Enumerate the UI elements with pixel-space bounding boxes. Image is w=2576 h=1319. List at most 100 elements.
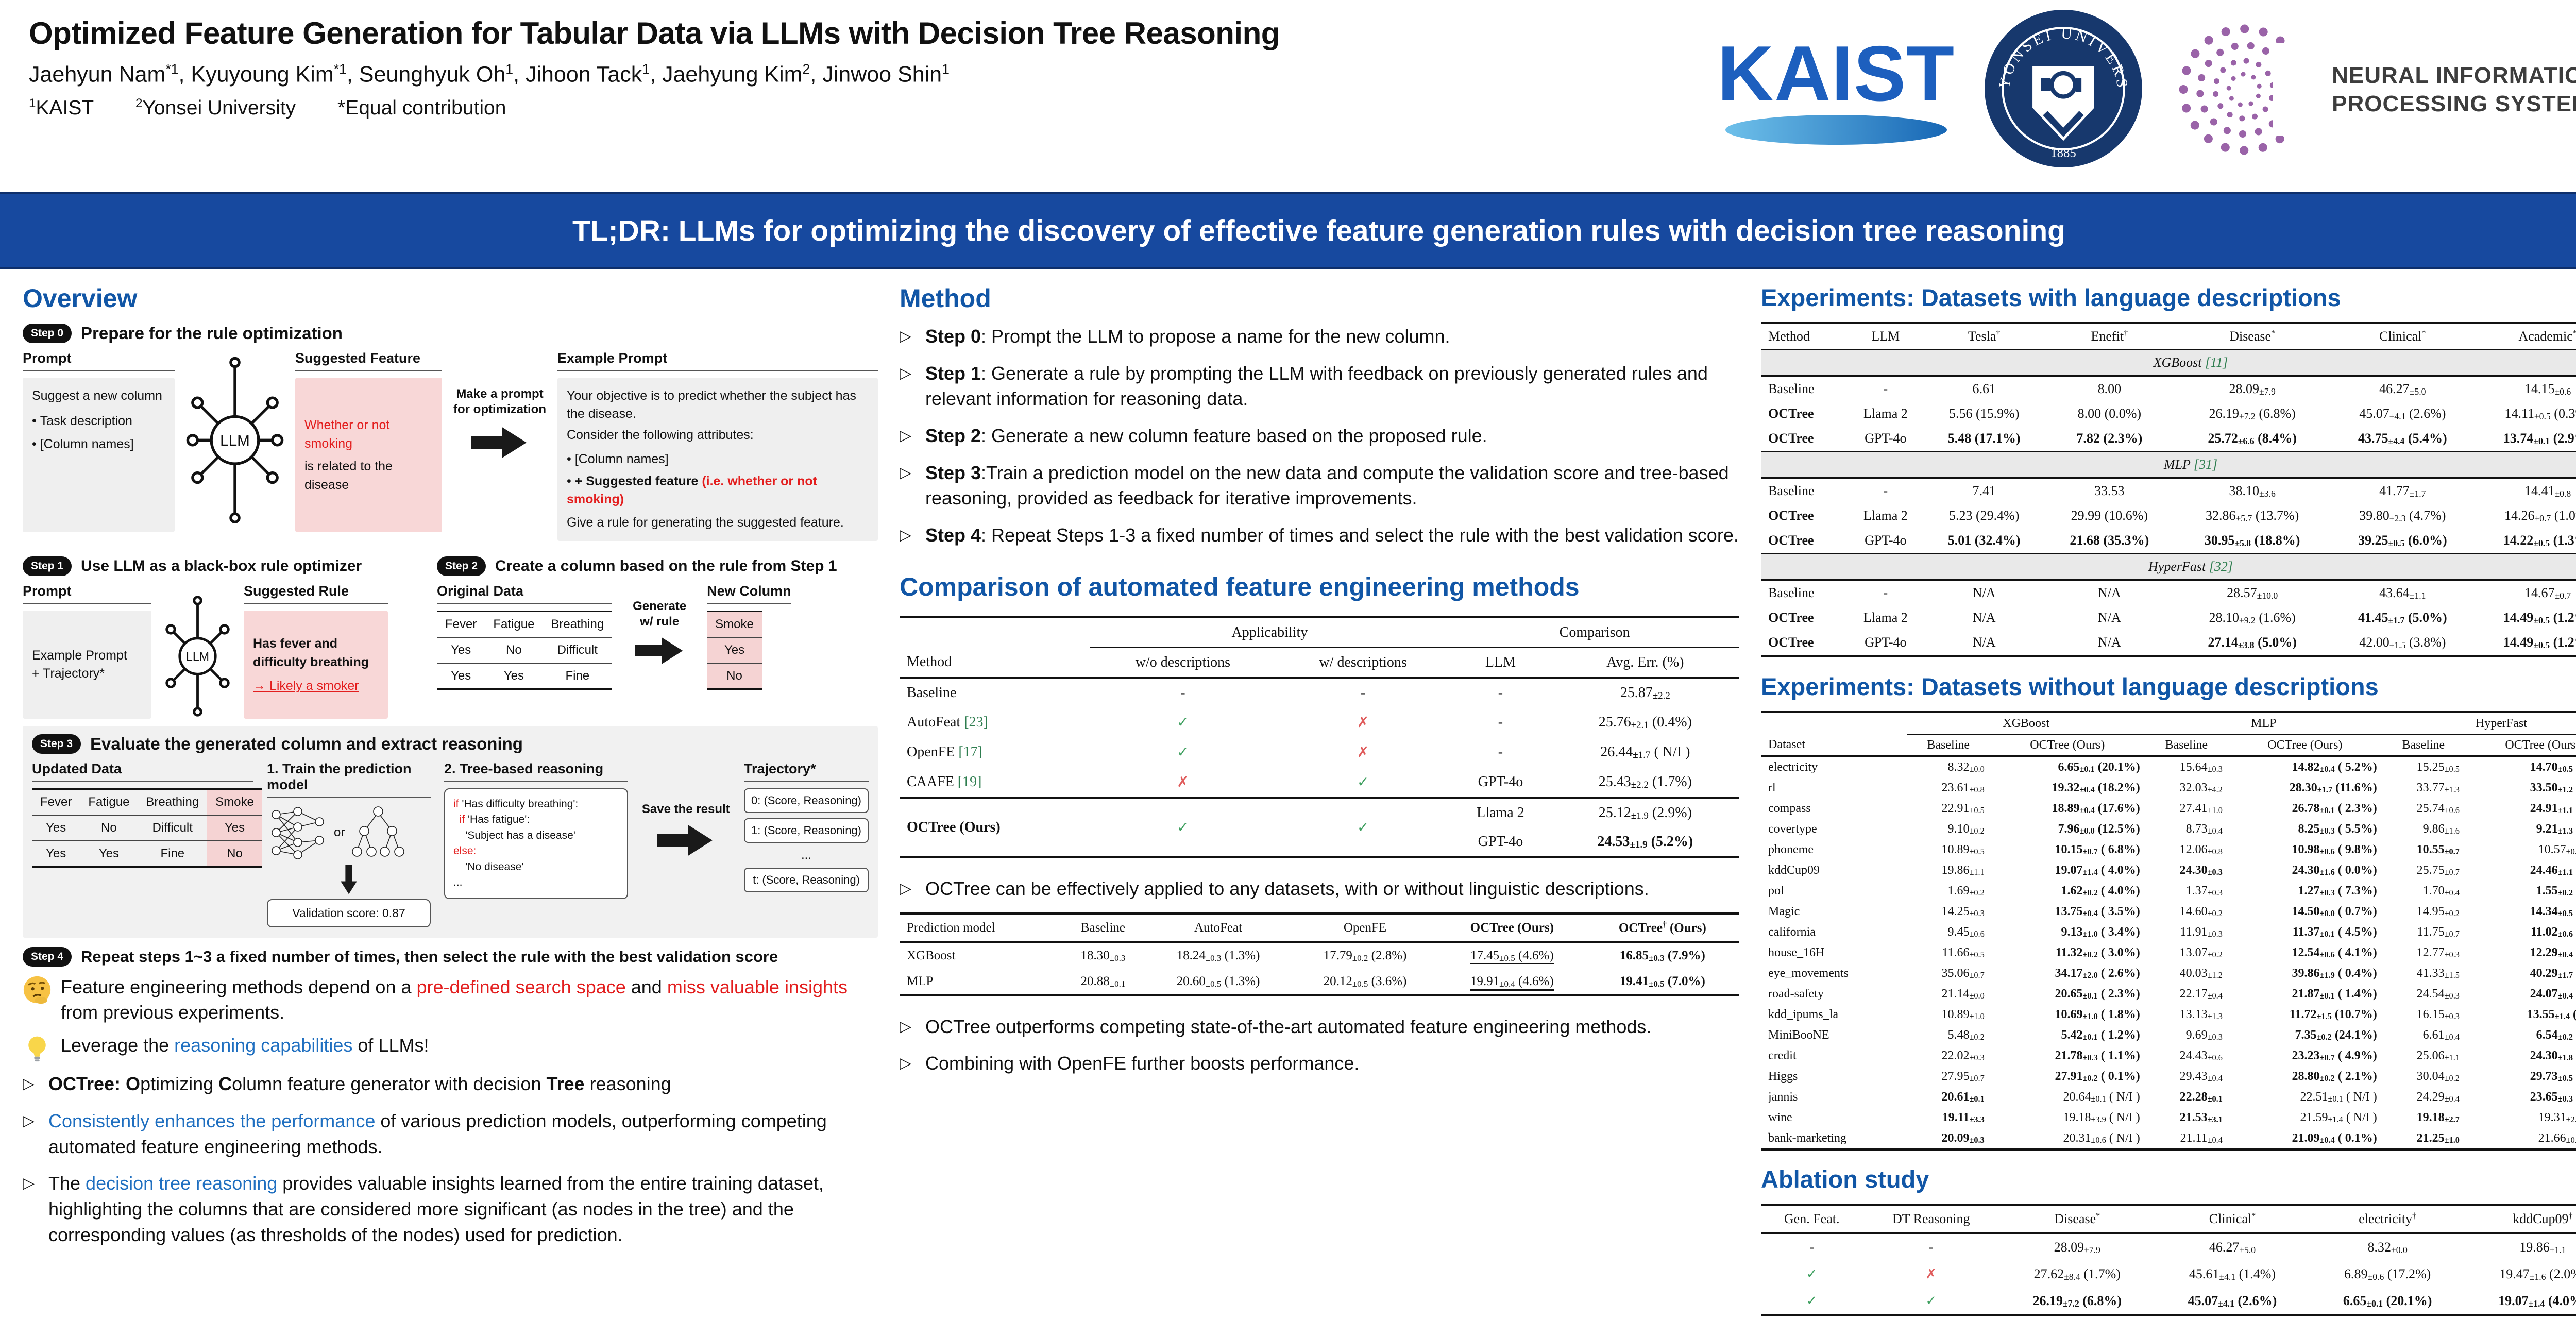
cell: 25.76±2.1 (0.4%) <box>1598 714 1692 731</box>
cell: 9.86±1.6 <box>2422 822 2460 836</box>
cell: OCTree <box>1768 610 1814 625</box>
experiments-lang-table: Method LLM Tesla† Enefit† Disease* Clinical* A… <box>1761 322 2576 657</box>
cell: 7.96±0.0 (12.5%) <box>2058 822 2140 836</box>
cell: ✓ <box>1806 1266 1818 1282</box>
step0-feature-box: Whether or not smoking is related to the… <box>295 378 442 532</box>
cell: 1.55±0.2 ( 8.8%) <box>2536 884 2573 898</box>
overview-bullet: ▷ OCTree: Optimizing Column feature gener… <box>23 1073 671 1095</box>
cell: 26.44±1.7 ( N/I ) <box>1600 743 1690 761</box>
cell: 21.68 (35.3%) <box>2070 533 2149 548</box>
cell: 25.12±1.9 (2.9%) <box>1551 797 1739 827</box>
cell: 10.55±0.7 <box>2416 842 2460 857</box>
cell: 19.07±1.4 ( 4.0%) <box>2055 863 2140 877</box>
cell: 11.02±0.6 ( 6.2%) <box>2530 925 2573 939</box>
cell: 10.98±0.6 ( 9.8%) <box>2292 842 2377 857</box>
cell: 24.30±1.8 ( 3.0%) <box>2530 1049 2573 1063</box>
cell: 32.03±4.2 <box>2179 781 2223 795</box>
cell: ✓ <box>1925 1293 1937 1309</box>
cell: N/A <box>1972 635 1996 650</box>
cell: 41.33±1.5 <box>2416 966 2460 980</box>
step0-badge: Step 0 <box>23 324 72 343</box>
affil-kaist: 1KAIST <box>29 96 94 120</box>
right-arrow-icon <box>635 637 683 665</box>
cell: 40.29±1.7 ( 2.5%) <box>2530 966 2573 980</box>
cell: 23.61±0.8 <box>1941 781 1985 795</box>
step2-block: Step 2 Create a column based on the rule… <box>437 552 878 719</box>
cell: 25.43±2.2 (1.7%) <box>1598 773 1692 791</box>
cell: 28.09±7.9 <box>2054 1240 2100 1256</box>
step0-arrow-label: Make a prompt for optimization <box>453 387 546 416</box>
lightbulb-icon <box>28 1036 46 1062</box>
cell: 19.18±3.9 ( N/I ) <box>2063 1110 2140 1125</box>
new-column-table: Smoke Yes No <box>707 611 791 690</box>
cell: 21.66±0.8 ( N/I ) <box>2538 1131 2576 1145</box>
logo-row: KAIST YONSEI UNIVERSITY 1885 <box>1717 0 2576 172</box>
cell: OCTree <box>1768 431 1814 446</box>
cell: 38.10±3.6 <box>2229 483 2276 499</box>
problem-bullet: Feature engineering methods depend on a … <box>23 975 878 1025</box>
comparison-methods-table: Applicability Comparison Method w/o descrip… <box>900 616 1739 858</box>
cell: - <box>1883 381 1888 396</box>
kaist-swoosh <box>1725 115 1947 145</box>
cell: - <box>1498 743 1503 760</box>
cell: 22.17±0.4 <box>2179 987 2223 1001</box>
validation-score-box: Validation score: 0.87 <box>267 899 431 927</box>
cell: 29.99 (10.6%) <box>2071 508 2148 523</box>
cell: OpenFE [17] <box>907 743 982 760</box>
cell: 19.31±2.2 ( N/I ) <box>2538 1110 2576 1125</box>
cell: 8.00 <box>2097 381 2122 396</box>
neural-net-icon <box>272 807 324 859</box>
cell: 43.75±4.4 (5.4%) <box>2358 431 2447 447</box>
cell: 6.61 <box>1972 381 1996 396</box>
cell: OCTree <box>1768 533 1814 548</box>
cell: 14.70±0.5 ( 3.6%) <box>2530 760 2573 774</box>
cell: 11.72±1.5 (10.7%) <box>2289 1007 2377 1022</box>
cell: GPT-4o <box>1478 773 1523 790</box>
cell: 25.72±6.6 (8.4%) <box>2208 431 2297 447</box>
cell: 21.59±1.4 ( N/I ) <box>2300 1110 2377 1125</box>
cell: - <box>1883 585 1888 600</box>
cell: 5.01 (32.4%) <box>1947 533 2021 548</box>
mini-table: Smoke Yes No <box>707 611 762 690</box>
cell: 9.45±0.6 <box>1947 925 1985 939</box>
cell: 19.91±0.4 (4.6%) <box>1438 969 1586 995</box>
cell: 14.50±0.0 ( 0.7%) <box>2292 904 2377 919</box>
cell: AutoFeat [23] <box>907 714 988 730</box>
cell: ✗ <box>1357 743 1369 760</box>
cell: 11.91±0.3 <box>2180 925 2223 939</box>
cell: 19.41±0.5 (7.0%) <box>1619 974 1705 989</box>
cell: 15.64±0.3 <box>2179 760 2223 774</box>
cell: 12.77±0.3 <box>2416 945 2460 960</box>
comparison-heading: Comparison of automated feature engineer… <box>900 572 1580 601</box>
cell: 23.23±0.7 ( 4.9%) <box>2292 1049 2377 1063</box>
cell: 20.09±0.3 <box>1941 1131 1985 1145</box>
cell: ✓ <box>1177 713 1189 731</box>
cell: 9.69±0.3 <box>2185 1028 2223 1042</box>
cell: 20.31±0.6 ( N/I ) <box>2063 1131 2140 1145</box>
cell: 12.29±0.4 ( 3.8%) <box>2530 945 2573 960</box>
step0-example-box: Your objective is to predict whether the… <box>557 378 878 541</box>
cell: CAAFE [19] <box>907 773 982 790</box>
cell: 33.50±1.2 ( 0.8%) <box>2530 781 2573 795</box>
poster-header: Optimized Feature Generation for Tabular… <box>0 0 2576 192</box>
cell: 21.25±1.0 <box>2416 1131 2460 1145</box>
cell: 24.46±1.1 ( 5.0%) <box>2530 863 2573 877</box>
cell: 21.09±0.4 ( 0.1%) <box>2292 1131 2377 1145</box>
cell: 22.28±0.1 <box>2179 1090 2223 1104</box>
cell: 1.62±0.2 ( 4.0%) <box>2061 884 2140 898</box>
overview-bullet: ▷ Consistently enhances the performance o… <box>23 1110 827 1157</box>
cell: 14.34±0.5 ( 4.1%) <box>2530 904 2573 919</box>
cell: ✓ <box>1806 1293 1818 1309</box>
svg-text:LLM: LLM <box>220 432 250 449</box>
method-step: ▷ Step 1: Generate a rule by prompting th… <box>900 362 1708 410</box>
cell: ✗ <box>1925 1266 1937 1282</box>
cell: 20.65±0.1 ( 2.3%) <box>2055 987 2140 1001</box>
experiments-column: Experiments: Datasets with language desc… <box>1761 279 2576 1316</box>
cell: 46.27±5.0 <box>2379 381 2426 397</box>
cell: 35.06±0.7 <box>1941 966 1985 980</box>
step2-badge: Step 2 <box>437 556 486 576</box>
cell: 17.45±0.5 (4.6%) <box>1438 942 1586 969</box>
prediction-model-table-el: Prediction model Baseline AutoFeat OpenFE OC… <box>900 912 1739 996</box>
method-step: ▷ Step 2: Generate a new column feature b… <box>900 425 1487 447</box>
cell: 28.57±10.0 <box>2227 585 2278 601</box>
